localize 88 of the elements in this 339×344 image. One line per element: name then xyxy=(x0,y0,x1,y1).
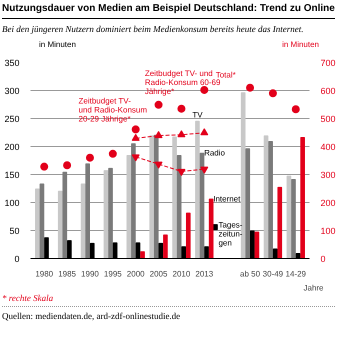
bar xyxy=(58,190,63,258)
point xyxy=(154,100,163,108)
point xyxy=(132,154,140,161)
y2-tick-label: 600 xyxy=(320,86,336,96)
source-note: Quellen: mediendaten.de, ard-zdf-onlinestudie.de xyxy=(2,310,180,324)
bar xyxy=(300,136,305,258)
y2-tick-label: 500 xyxy=(320,114,336,124)
x-tick-label: ab 50 xyxy=(240,269,261,278)
y-tick-label: 250 xyxy=(4,114,20,124)
point xyxy=(154,130,163,138)
x-tick-label: 2010 xyxy=(172,269,191,278)
series-label: Radio xyxy=(204,148,226,158)
y-tick-label: 50 xyxy=(9,226,20,236)
bar xyxy=(254,231,260,258)
x-tick-label: 2000 xyxy=(126,269,146,278)
bar xyxy=(277,186,282,258)
point xyxy=(246,83,254,92)
annotation: Total* xyxy=(216,70,236,79)
point xyxy=(132,124,140,133)
x-tick-label: 2005 xyxy=(150,269,168,278)
x-tick-label: 14-29 xyxy=(286,269,307,278)
x-tick-label: 30-49 xyxy=(262,269,284,278)
y-tick-label: 300 xyxy=(4,86,20,96)
bar xyxy=(186,212,191,258)
bar xyxy=(35,188,40,258)
bar xyxy=(176,154,182,258)
point xyxy=(177,130,186,137)
y2-tick-label: 300 xyxy=(320,170,336,180)
y2-tick-label: 700 xyxy=(320,58,336,68)
bar xyxy=(163,234,168,258)
y2-tick-label: 100 xyxy=(320,226,336,236)
y-tick-label: 200 xyxy=(4,142,20,152)
x-tick-label: 1985 xyxy=(58,269,77,278)
x-tick-label: 1990 xyxy=(81,269,100,278)
bar xyxy=(291,178,296,258)
y-axis-title: in Minuten xyxy=(39,39,76,51)
bar xyxy=(240,92,246,258)
bar xyxy=(80,183,86,258)
y2-axis-title: in Minuten xyxy=(282,39,319,51)
point xyxy=(40,162,48,170)
bar xyxy=(195,120,200,258)
chart-subtitle: Bei den jüngeren Nutzern dominiert beim Medienkonsum bereits heute das Internet. xyxy=(2,23,304,36)
annotation: Zeitbudget TV- und Radio-Konsum 20-29 Jährige* xyxy=(78,96,148,124)
point xyxy=(200,85,208,94)
bar xyxy=(154,134,159,258)
text: Jahre xyxy=(303,283,324,292)
point xyxy=(132,133,140,140)
bar xyxy=(40,183,44,258)
y2-tick-label: 400 xyxy=(320,142,336,152)
bar xyxy=(200,152,204,258)
x-tick-label: 1980 xyxy=(35,269,54,278)
y2-tick-label: 200 xyxy=(320,198,336,208)
bar xyxy=(140,250,145,258)
series-label: TV xyxy=(192,110,204,120)
y-tick-label: 150 xyxy=(4,170,20,180)
bar xyxy=(245,148,250,258)
bar xyxy=(208,198,214,258)
legend-label: Tages-zeitun-gen xyxy=(218,220,243,247)
chart-title: Nutzungsdauer von Medien am Beispiel Deutschland: Trend zu Online xyxy=(2,2,335,16)
series-label: Internet xyxy=(213,194,242,204)
bar xyxy=(85,162,90,258)
point xyxy=(200,166,208,174)
point xyxy=(177,104,186,112)
bar xyxy=(149,134,154,258)
point xyxy=(86,153,94,162)
bar xyxy=(172,136,177,258)
y2-tick-label: 0 xyxy=(320,254,326,264)
y-tick-label: 0 xyxy=(14,254,20,264)
bar xyxy=(62,171,68,258)
bar xyxy=(126,154,132,258)
bar xyxy=(268,140,273,258)
bar xyxy=(104,170,108,258)
point xyxy=(108,149,117,158)
bar xyxy=(108,167,113,258)
x-tick-label: 1995 xyxy=(104,269,122,278)
y-tick-label: 100 xyxy=(4,198,20,208)
point xyxy=(200,128,208,135)
text: * rechte Skala xyxy=(2,292,54,304)
point xyxy=(292,104,300,113)
point xyxy=(268,88,277,97)
point xyxy=(63,160,72,169)
bar xyxy=(264,134,268,258)
x-tick-label: 2013 xyxy=(195,269,214,278)
point xyxy=(154,161,163,168)
bar xyxy=(131,142,136,258)
y-tick-label: 350 xyxy=(4,58,20,68)
point xyxy=(177,168,186,176)
bar xyxy=(286,175,292,258)
